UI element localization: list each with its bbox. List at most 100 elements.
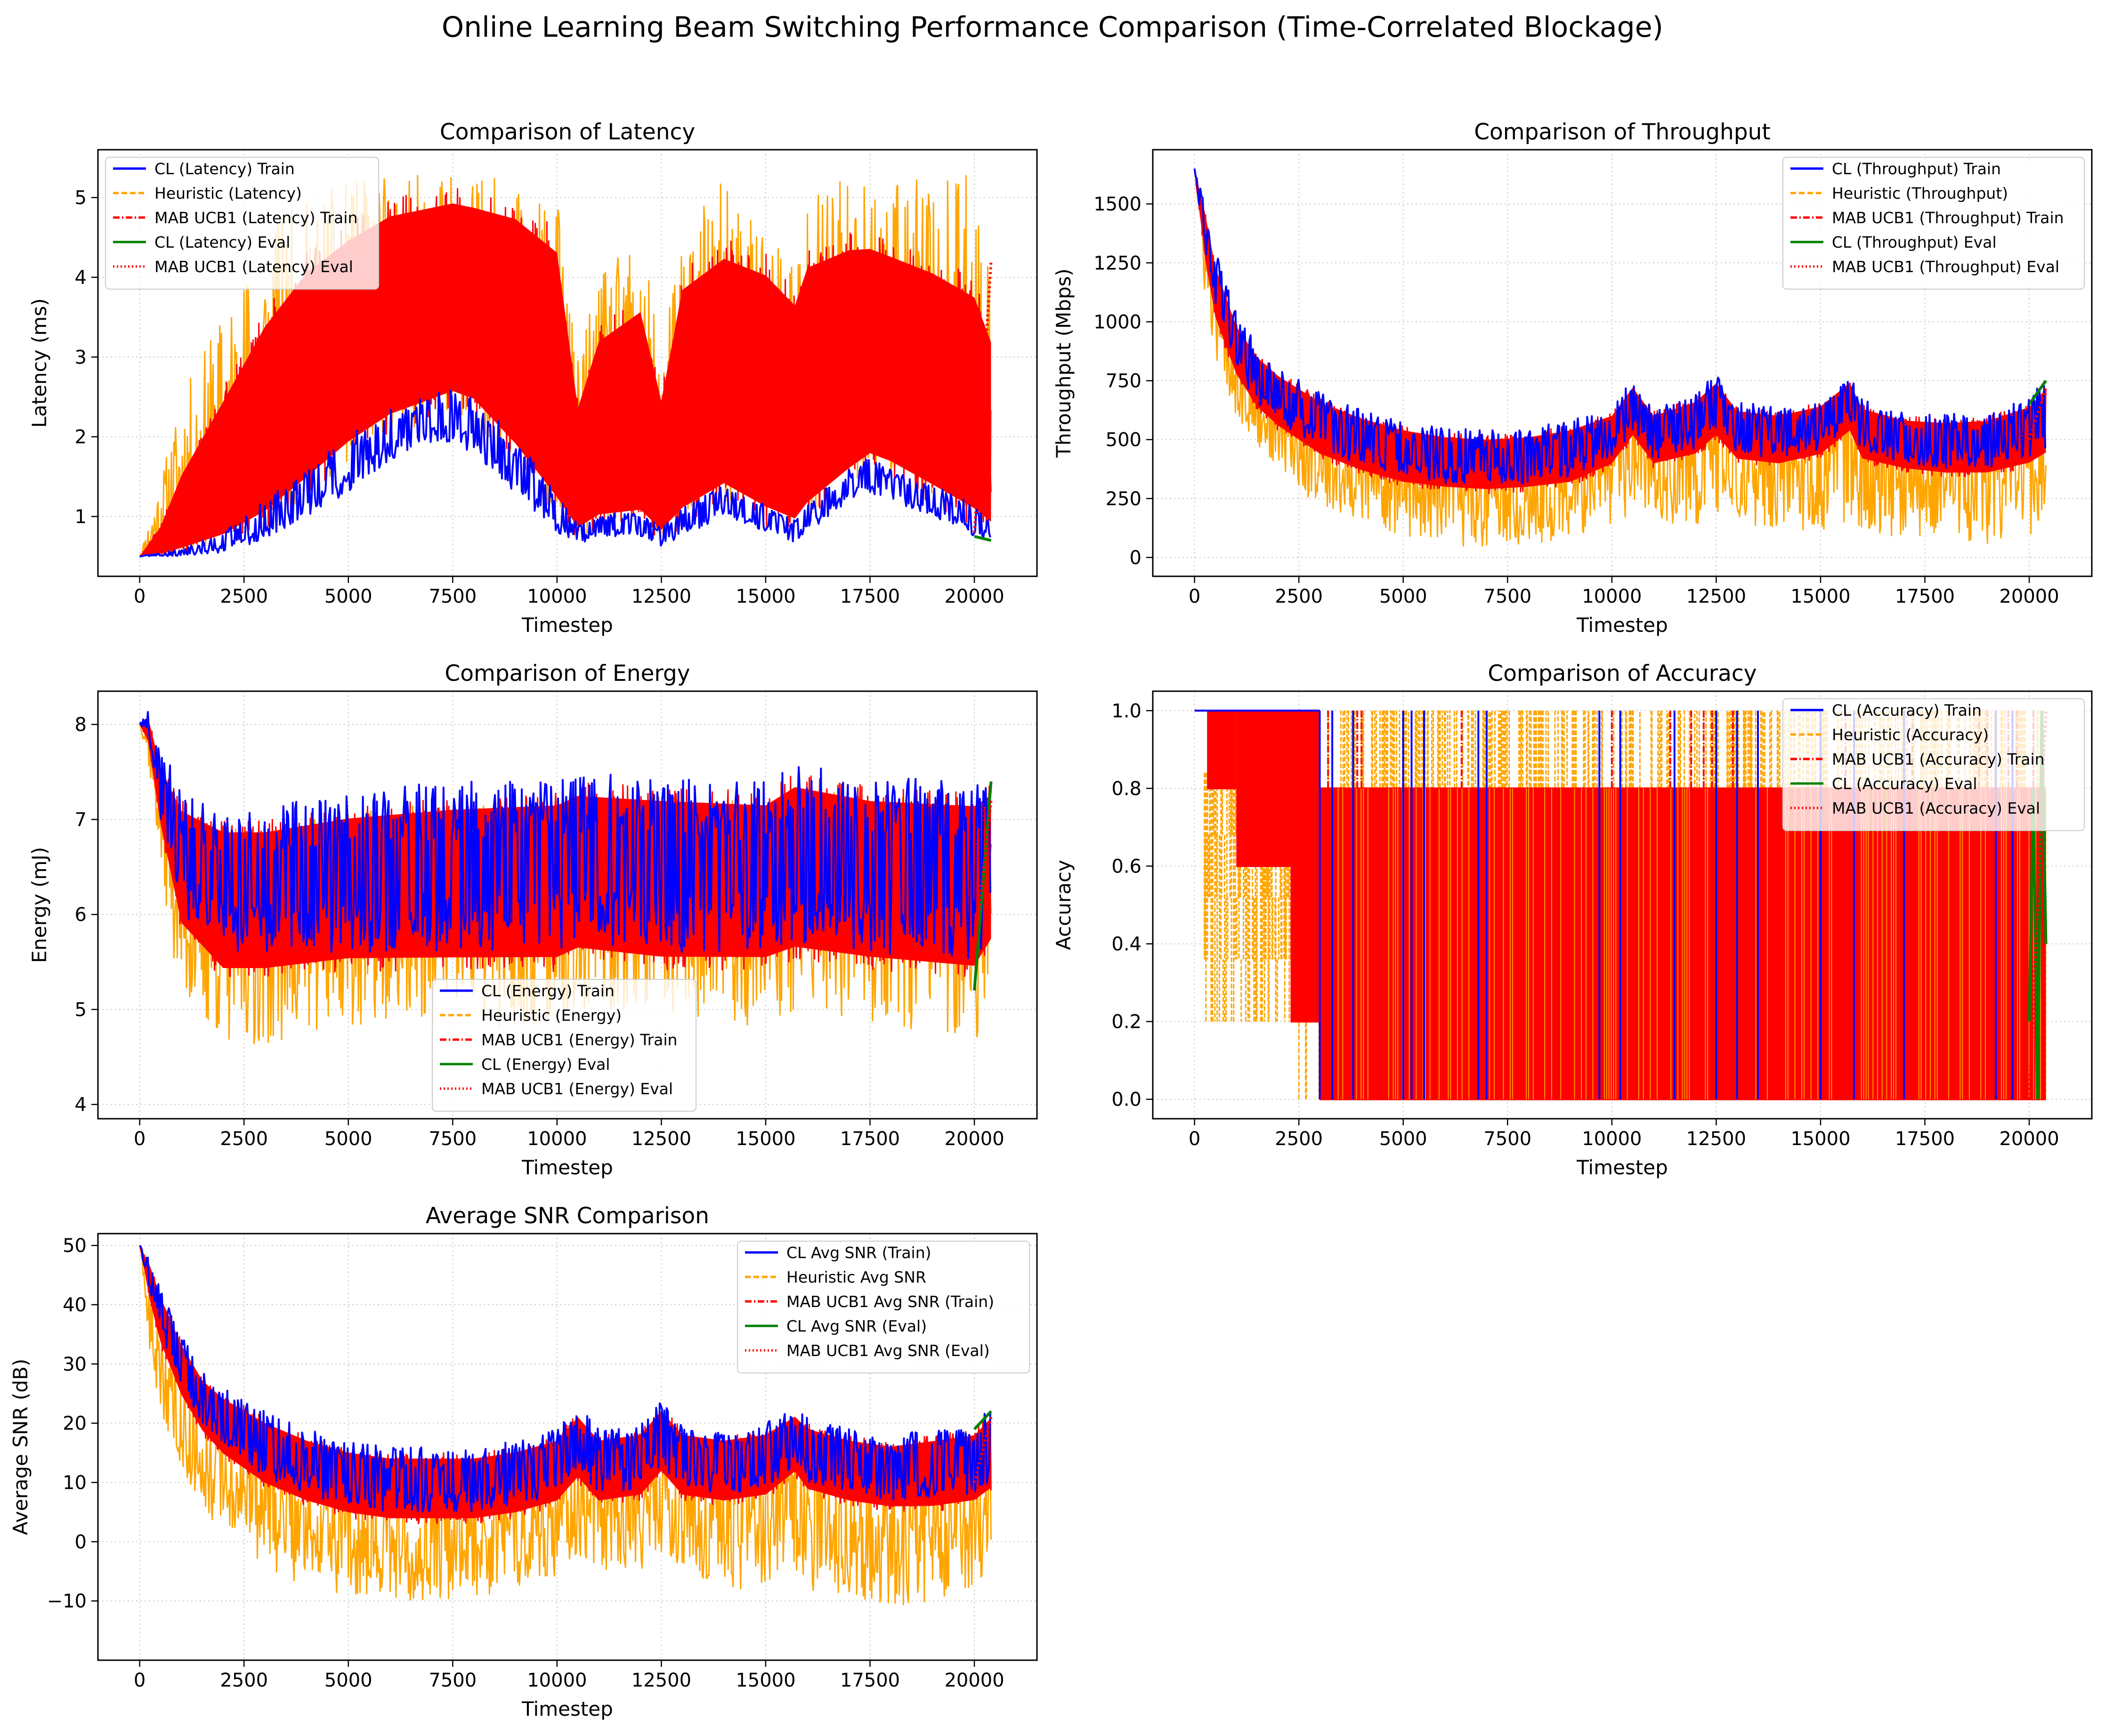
x-tick-label: 5000	[324, 1670, 372, 1691]
x-tick-label: 0	[1189, 1128, 1200, 1150]
y-tick-label: 20	[63, 1413, 87, 1435]
y-tick-label: 750	[1106, 371, 1142, 392]
series-mab-accuracy-band	[1290, 710, 1320, 1023]
x-tick-label: 0	[134, 1128, 146, 1150]
x-tick-label: 5000	[1379, 586, 1427, 607]
series-cl-throughput-train	[1193, 168, 2047, 485]
x-tick-label: 15000	[736, 1670, 795, 1691]
plot-area	[138, 711, 993, 1044]
x-axis-label: Timestep	[521, 614, 613, 637]
series-mab-eval	[973, 261, 993, 533]
y-tick-label: 0	[75, 1531, 87, 1553]
legend-box	[1782, 157, 2085, 290]
series-mab-eval	[973, 800, 993, 953]
series-mab-core	[139, 203, 991, 557]
subplot-accuracy: 0 2500 5000 7500 10000 12500 15000 17500 20000 0.…	[1052, 661, 2093, 1179]
y-tick-label: 5	[75, 999, 87, 1021]
x-tick-label: 12500	[632, 1670, 691, 1691]
x-tick-label: 17500	[840, 586, 900, 607]
figure-title: Online Learning Beam Switching Performan…	[442, 11, 1663, 44]
x-tick-label: 7500	[429, 586, 477, 607]
axes-frame	[97, 1233, 1038, 1661]
x-tick-label: 7500	[1483, 586, 1531, 607]
y-axis-label: Average SNR (dB)	[9, 1359, 32, 1535]
y-tick-label: 0.0	[1111, 1089, 1142, 1111]
y-tick-label: 3	[75, 347, 87, 368]
x-tick-label: 17500	[1895, 1128, 1955, 1150]
legend-label: MAB UCB1 (Energy) Train	[481, 1031, 677, 1049]
subplot-title: Comparison of Accuracy	[1488, 661, 1757, 686]
series-cl-eval	[2028, 379, 2047, 405]
series-cl-energy-train	[138, 711, 992, 959]
x-tick-label: 20000	[944, 1128, 1004, 1150]
series-mab-eval	[973, 1417, 993, 1483]
legend-label: CL (Latency) Eval	[154, 233, 290, 251]
subplot-latency: 0 2500 5000 7500 10000 12500 15000 17500 20000 1 2…	[28, 119, 1038, 637]
legend-label: Heuristic (Energy)	[481, 1006, 622, 1025]
y-axis-label: Throughput (Mbps)	[1052, 268, 1075, 458]
x-tick-label: 20000	[944, 586, 1004, 607]
legend-label: Heuristic Avg SNR	[786, 1268, 926, 1286]
axes-frame	[97, 149, 1038, 577]
y-tick-label: 500	[1106, 429, 1142, 451]
x-tick-label: 15000	[736, 586, 795, 607]
y-tick-label: 8	[75, 714, 87, 736]
x-tick-label: 12500	[632, 586, 691, 607]
legend-label: CL (Accuracy) Eval	[1832, 775, 1977, 793]
y-tick-label: 4	[75, 1094, 87, 1116]
x-tick-label: 7500	[1483, 1128, 1531, 1150]
subplot-title: Average SNR Comparison	[426, 1203, 709, 1229]
y-tick-label: 5	[75, 187, 87, 209]
legend-box	[105, 157, 379, 290]
y-tick-label: 0.8	[1111, 778, 1142, 799]
x-tick-label: 10000	[1582, 586, 1642, 607]
y-tick-label: 10	[63, 1472, 87, 1494]
y-tick-label: 2	[75, 427, 87, 448]
subplot-energy: 0 2500 5000 7500 10000 12500 15000 17500 20000 4 5…	[28, 661, 1038, 1179]
y-tick-label: 50	[63, 1235, 87, 1257]
axes-frame	[1152, 149, 2093, 577]
legend-label: CL (Latency) Train	[154, 160, 295, 178]
series-cl-eval	[973, 1410, 992, 1430]
legend-label: CL Avg SNR (Train)	[786, 1243, 931, 1262]
series-mab-core	[139, 1245, 991, 1518]
y-tick-label: 0.2	[1111, 1011, 1142, 1033]
series-cl-latency-train	[139, 389, 992, 557]
legend-label: MAB UCB1 (Throughput) Train	[1832, 209, 2064, 227]
legend: CL (Throughput) Train Heuristic (Throughp…	[1782, 157, 2085, 290]
y-tick-label: 0.6	[1111, 856, 1142, 877]
x-tick-label: 10000	[527, 1670, 587, 1691]
y-tick-label: 40	[63, 1294, 87, 1316]
y-tick-label: 4	[75, 267, 87, 289]
series-cl-avg-snr-train	[139, 1244, 992, 1512]
x-tick-label: 20000	[1999, 1128, 2059, 1150]
y-tick-label: 1	[75, 506, 87, 528]
x-tick-label: 20000	[1999, 586, 2059, 607]
subplot-title: Comparison of Latency	[440, 119, 695, 145]
legend: CL (Accuracy) Train Heuristic (Accuracy) M…	[1782, 698, 2085, 831]
x-tick-label: 10000	[1582, 1128, 1642, 1150]
y-tick-label: 250	[1106, 488, 1142, 510]
y-axis-label: Accuracy	[1052, 860, 1075, 950]
subplot-snr: 0 2500 5000 7500 10000 12500 15000 17500 20000 −1…	[9, 1203, 1038, 1720]
axes-frame	[1152, 690, 2093, 1120]
x-tick-label: 17500	[840, 1128, 900, 1150]
subplot-title: Comparison of Throughput	[1474, 119, 1771, 145]
x-tick-label: 10000	[527, 586, 587, 607]
legend-label: CL Avg SNR (Eval)	[786, 1317, 927, 1335]
legend-label: CL (Accuracy) Train	[1832, 701, 1982, 719]
x-tick-label: 17500	[840, 1670, 900, 1691]
plot-area	[1193, 168, 2048, 547]
series-cl-accuracy-spikes	[1319, 711, 2014, 1099]
legend-label: MAB UCB1 (Accuracy) Train	[1832, 750, 2045, 768]
series-mab-accuracy-band	[1236, 710, 1291, 867]
axes-frame	[97, 690, 1038, 1120]
x-tick-label: 7500	[429, 1670, 477, 1691]
x-tick-label: 5000	[1379, 1128, 1427, 1150]
legend-label: Heuristic (Latency)	[154, 184, 302, 202]
x-tick-label: 2500	[220, 586, 268, 607]
y-tick-label: 1500	[1093, 194, 1142, 215]
legend-label: Heuristic (Accuracy)	[1832, 726, 1989, 744]
x-tick-label: 2500	[1275, 1128, 1323, 1150]
